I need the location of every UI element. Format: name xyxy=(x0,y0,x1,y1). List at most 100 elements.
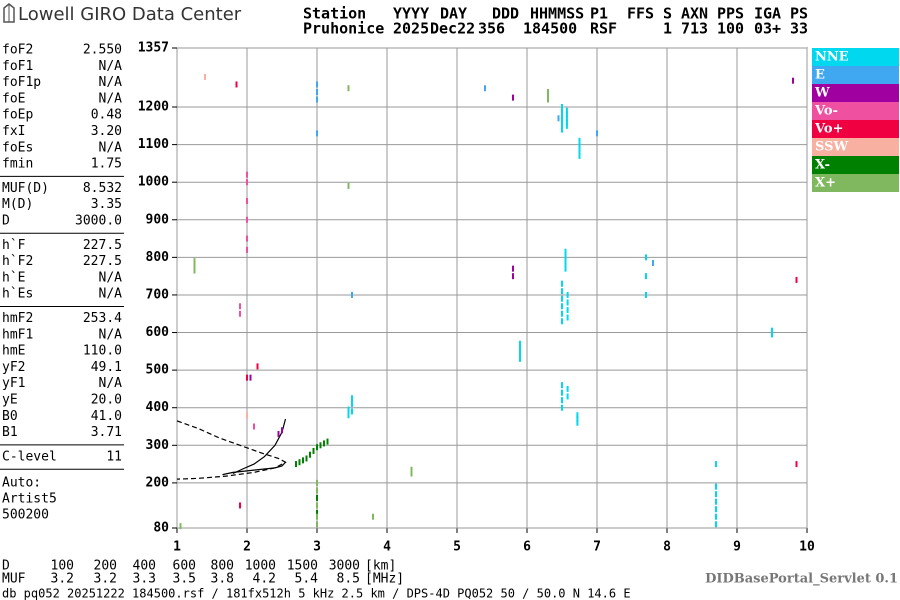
echo-point xyxy=(561,389,563,396)
header-label: PS xyxy=(790,5,808,23)
echo-point xyxy=(319,442,322,449)
echo-point xyxy=(771,327,773,334)
echo-point xyxy=(309,451,311,458)
echo-point xyxy=(326,438,329,445)
echo-point xyxy=(246,374,248,381)
header-label: Station xyxy=(303,5,366,23)
row-value: 3.8 xyxy=(211,572,234,587)
echo-point xyxy=(561,280,563,287)
autoscale-text: 500200 xyxy=(2,508,49,523)
row-unit: [MHz] xyxy=(365,572,404,587)
echo-point xyxy=(561,111,563,118)
header-label: DAY xyxy=(440,5,467,23)
row-value: 100 xyxy=(51,559,74,574)
echo-point xyxy=(564,254,567,261)
echo-point xyxy=(253,423,255,430)
echo-point xyxy=(239,502,241,509)
param-value: N/A xyxy=(99,59,123,74)
param-value: 3000.0 xyxy=(75,214,122,229)
row-value: 400 xyxy=(133,559,156,574)
header-label: HHMMSS xyxy=(530,5,584,23)
param-value: 110.0 xyxy=(83,344,122,359)
legend-swatch xyxy=(812,102,899,120)
echo-point xyxy=(193,267,196,274)
row-value: 3.5 xyxy=(173,572,196,587)
legend-swatch xyxy=(812,84,899,102)
echo-point xyxy=(302,457,304,464)
header-label: PPS xyxy=(717,5,744,23)
echo-point xyxy=(256,363,259,370)
y-tick-label: 900 xyxy=(146,212,170,227)
y-tick-label: 400 xyxy=(146,400,170,415)
row-value: 200 xyxy=(94,559,117,574)
echo-point xyxy=(795,461,798,468)
x-tick-label: 1 xyxy=(173,540,181,555)
header-value: Pruhonice xyxy=(303,20,384,38)
echo-point xyxy=(246,246,248,253)
echo-point xyxy=(715,521,717,528)
echo-point xyxy=(565,107,568,114)
echo-point xyxy=(316,88,318,95)
echo-point xyxy=(566,291,569,298)
echo-point xyxy=(316,509,318,516)
row-label: D xyxy=(2,559,10,574)
echo-point xyxy=(715,506,717,513)
param-name: hmF1 xyxy=(2,327,33,342)
echo-point xyxy=(347,85,350,92)
echo-point xyxy=(316,444,318,451)
echo-point xyxy=(347,182,350,189)
x-tick-label: 8 xyxy=(663,540,671,555)
x-tick-label: 6 xyxy=(523,540,531,555)
param-name: yE xyxy=(2,393,18,408)
echo-point xyxy=(298,459,301,466)
echo-point xyxy=(246,235,248,242)
echo-point xyxy=(561,288,563,295)
echo-point xyxy=(316,513,318,520)
echo-point xyxy=(578,141,581,148)
echo-point xyxy=(561,119,563,126)
echo-point xyxy=(715,513,717,520)
header-value: 100 xyxy=(717,20,744,38)
param-value: 41.0 xyxy=(91,409,122,424)
echo-point xyxy=(512,273,514,280)
echo-point xyxy=(792,77,794,84)
row-value: 3000 xyxy=(329,559,360,574)
row-value: 1500 xyxy=(287,559,318,574)
header-label: YYYY xyxy=(393,5,429,23)
echo-point xyxy=(246,216,248,223)
row-value: 3.2 xyxy=(94,572,117,587)
param-value: 227.5 xyxy=(83,238,122,253)
param-value: 49.1 xyxy=(91,360,122,375)
row-unit: [km] xyxy=(365,559,396,574)
y-tick-label: 80 xyxy=(153,521,169,536)
echo-point xyxy=(547,92,549,99)
legend-label: X- xyxy=(815,158,830,173)
echo-point xyxy=(316,502,318,509)
row-value: 800 xyxy=(211,559,234,574)
echo-point xyxy=(316,479,318,486)
logo-icon xyxy=(3,3,15,23)
echo-point xyxy=(372,513,374,520)
header-value: 184500 xyxy=(523,20,577,38)
param-value: N/A xyxy=(99,287,123,302)
param-value: N/A xyxy=(99,376,123,391)
param-name: fxI xyxy=(2,124,25,139)
param-name: foEs xyxy=(2,140,33,155)
param-name: foEp xyxy=(2,108,33,123)
echo-point xyxy=(576,412,579,419)
param-value: N/A xyxy=(99,327,123,342)
y-tick-label: 1100 xyxy=(138,137,169,152)
param-name: MUF(D) xyxy=(2,181,49,196)
echo-point xyxy=(565,115,568,122)
echo-point xyxy=(239,303,241,310)
echo-point xyxy=(561,382,563,389)
param-name: C-level xyxy=(2,449,57,464)
echo-point xyxy=(561,104,563,111)
echo-point xyxy=(715,491,717,498)
legend-label: NNE xyxy=(815,50,849,65)
echo-point xyxy=(316,96,318,103)
echo-point xyxy=(578,152,581,159)
echo-point xyxy=(316,487,318,494)
echo-point xyxy=(561,404,563,411)
echo-point xyxy=(566,314,569,321)
